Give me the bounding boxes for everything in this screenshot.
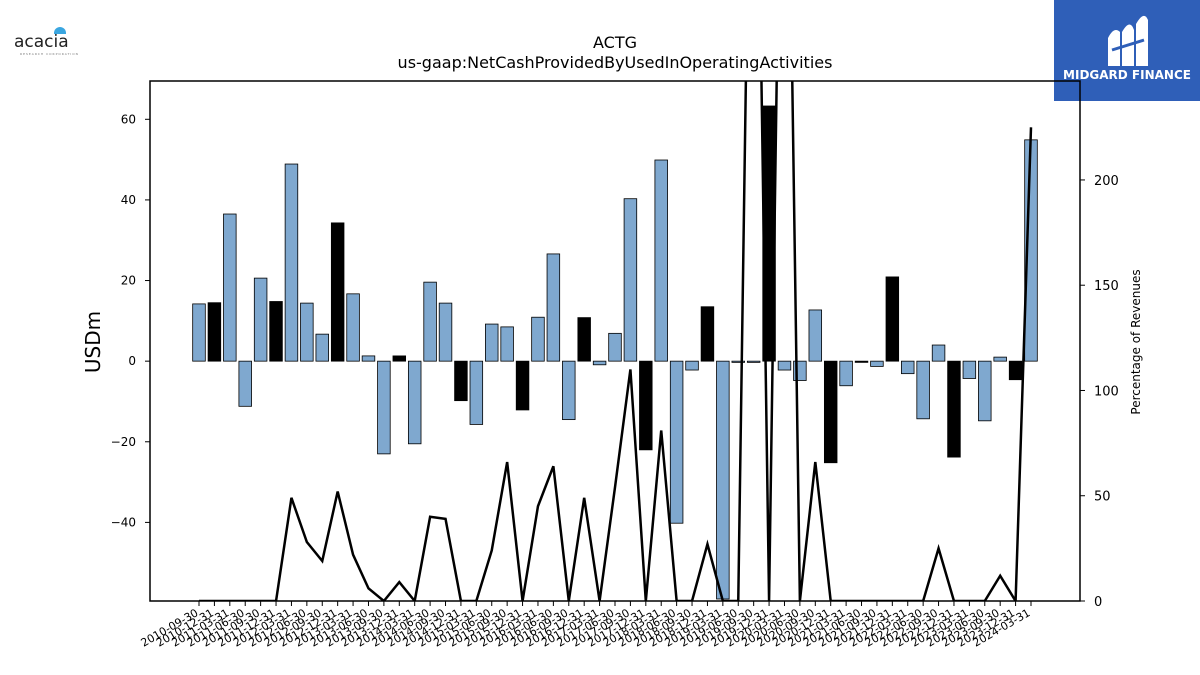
bar bbox=[978, 360, 992, 422]
acacia-logo-tagline: RESEARCH CORPORATION bbox=[20, 52, 79, 56]
y-tick-label: 40 bbox=[121, 193, 136, 207]
bar bbox=[700, 306, 715, 362]
bar bbox=[423, 281, 437, 362]
chart-title: ACTG bbox=[593, 33, 637, 52]
bar bbox=[931, 344, 946, 362]
y-tick-label: 20 bbox=[121, 274, 136, 288]
y-axis-left: −40 −20 0 20 40 60 bbox=[111, 112, 150, 529]
bar bbox=[1008, 360, 1023, 381]
bar bbox=[330, 222, 345, 362]
bar bbox=[731, 360, 745, 363]
bar bbox=[407, 360, 422, 445]
y-right-tick-label: 150 bbox=[1094, 279, 1119, 294]
bar bbox=[916, 360, 930, 420]
y-tick-label: 60 bbox=[121, 112, 136, 126]
bar bbox=[854, 360, 869, 363]
acacia-logo: acacia RESEARCH CORPORATION bbox=[12, 26, 82, 58]
y-tick-label: 0 bbox=[128, 354, 136, 368]
bar bbox=[485, 323, 499, 362]
bar bbox=[515, 360, 530, 411]
bar bbox=[315, 333, 329, 362]
bar bbox=[716, 360, 730, 600]
y-axis-right: 0 50 100 150 200 bbox=[1080, 174, 1119, 610]
bar bbox=[885, 276, 900, 362]
bar bbox=[592, 360, 607, 366]
line-series bbox=[199, 81, 1033, 601]
bar bbox=[577, 317, 591, 362]
bar bbox=[500, 326, 514, 362]
y-right-tick-label: 0 bbox=[1094, 595, 1102, 610]
y-right-tick-label: 200 bbox=[1094, 174, 1119, 189]
bar bbox=[300, 302, 314, 362]
bar bbox=[284, 163, 299, 362]
bar bbox=[392, 355, 407, 362]
bar bbox=[562, 360, 576, 421]
midgard-finance-logo: MIDGARD FINANCE bbox=[1054, 0, 1200, 101]
bar bbox=[947, 360, 961, 458]
bar bbox=[361, 355, 376, 362]
midgard-mark-icon bbox=[1108, 15, 1148, 66]
line-group bbox=[199, 81, 1033, 601]
bar bbox=[962, 360, 977, 379]
y-right-tick-label: 50 bbox=[1094, 490, 1111, 505]
bar bbox=[870, 360, 884, 367]
bar bbox=[823, 360, 838, 464]
bar bbox=[623, 198, 638, 362]
y-tick-label: −40 bbox=[111, 515, 136, 529]
bar bbox=[669, 360, 684, 524]
bar bbox=[639, 360, 653, 451]
bar bbox=[546, 253, 561, 362]
bar bbox=[207, 302, 222, 362]
chart-subtitle: us-gaap:NetCashProvidedByUsedInOperating… bbox=[398, 53, 833, 72]
bar bbox=[438, 302, 453, 362]
bar bbox=[993, 356, 1007, 362]
bar bbox=[192, 303, 206, 362]
bar bbox=[238, 360, 252, 407]
bar bbox=[608, 332, 622, 362]
y-tick-label: −20 bbox=[111, 435, 136, 449]
bar bbox=[839, 360, 853, 387]
bar bbox=[746, 360, 761, 363]
bar bbox=[469, 360, 484, 425]
y-axis-left-label: USDm bbox=[81, 311, 105, 373]
bar bbox=[269, 301, 283, 362]
bar bbox=[901, 360, 915, 375]
bar bbox=[808, 309, 823, 362]
bar bbox=[253, 277, 268, 362]
bar bbox=[685, 360, 699, 371]
bars-group bbox=[192, 105, 1038, 600]
midgard-logo-name: MIDGARD FINANCE bbox=[1063, 68, 1191, 82]
bar bbox=[454, 360, 468, 402]
bar bbox=[777, 360, 792, 371]
acacia-logo-wordmark: acacia bbox=[14, 32, 69, 52]
bar bbox=[223, 213, 237, 362]
bar bbox=[654, 159, 668, 362]
x-axis: 2010-09-302010-12-312011-03-312011-06-30… bbox=[139, 601, 1033, 650]
y-right-tick-label: 100 bbox=[1094, 384, 1119, 399]
bar bbox=[531, 316, 545, 362]
bar bbox=[346, 293, 360, 362]
y-axis-right-label: Percentage of Revenues bbox=[1129, 269, 1143, 414]
acacia-logo-dot bbox=[54, 27, 66, 34]
bar bbox=[377, 360, 391, 455]
